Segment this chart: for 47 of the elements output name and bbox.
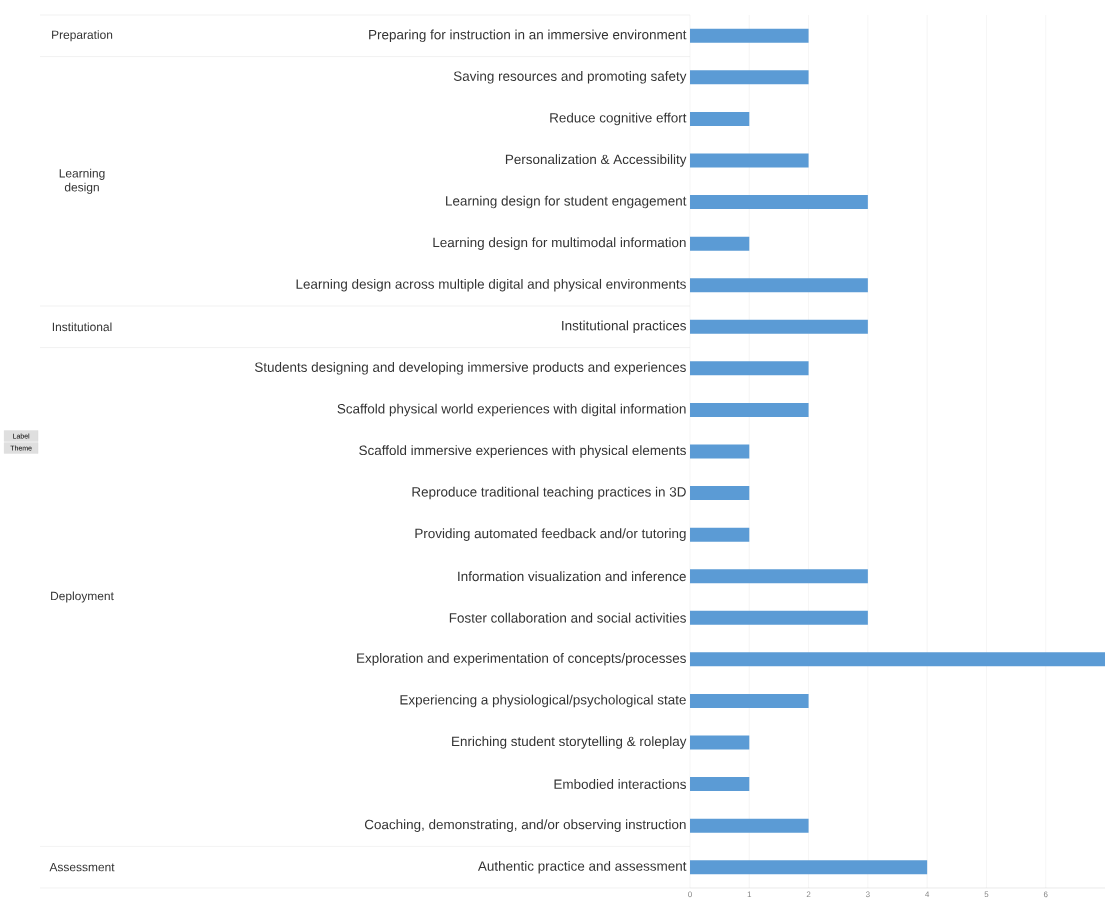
bar — [690, 735, 750, 750]
y-tick-label: Foster collaboration and social activities — [449, 612, 686, 623]
y-tick-label: Information visualization and inference — [458, 571, 686, 582]
y-tick-label: Providing automated feedback and/or tutoring — [415, 528, 686, 541]
bar — [690, 569, 868, 584]
bar — [690, 693, 809, 708]
bar — [690, 444, 750, 459]
text: Preparation — [52, 30, 113, 42]
y-tick-label: Experiencing a physiological/psychological state — [400, 694, 686, 708]
y-tick-label: Coaching, demonstrating, and/or observing instruction — [364, 819, 686, 832]
y-tick-label: Embodied interactions — [554, 779, 686, 789]
text: Institutional — [52, 322, 112, 332]
bar — [690, 860, 928, 875]
y-tick-label: Enriching student storytelling & roleplay — [452, 736, 687, 749]
bar — [690, 111, 750, 126]
bar — [690, 486, 750, 501]
y-tick-label: Scaffold physical world experiences with digital information — [337, 403, 686, 417]
text: Deployment — [51, 591, 114, 603]
y-tick-label: Exploration and experimentation of concepts/processes — [357, 653, 686, 666]
y-tick-label: Learning design across multiple digital and physical environments — [296, 278, 686, 292]
text: Learning design — [59, 168, 105, 194]
bar — [690, 278, 868, 293]
bar — [690, 777, 750, 792]
bar — [690, 652, 1106, 667]
bar — [690, 402, 809, 417]
y-tick-label: Learning design for multimodal information — [433, 237, 686, 250]
y-tick-label: Reproduce traditional teaching practices in 3D — [412, 486, 686, 500]
y-tick-label: Preparing for instruction in an immersive environment — [369, 29, 687, 43]
bar — [690, 319, 868, 334]
bar — [690, 818, 809, 833]
bar — [690, 28, 809, 43]
y-tick-label: Saving resources and promoting safety — [453, 71, 687, 84]
text: Assessment — [49, 863, 115, 872]
y-tick-label: Institutional practices — [562, 320, 686, 334]
y-tick-label: Students designing and developing immersive products and experiences — [254, 362, 686, 375]
bar — [690, 527, 750, 542]
bar — [690, 236, 750, 251]
y-tick-label: Authentic practice and assessment — [477, 860, 687, 874]
y-tick-label: Reduce cognitive effort — [550, 112, 687, 126]
bar — [690, 195, 868, 210]
y-tick-label: Scaffold immersive experiences with physical elements — [359, 445, 686, 458]
bar — [690, 361, 809, 376]
bar — [690, 153, 809, 168]
bar — [690, 610, 868, 625]
y-tick-label: Learning design for student engagement — [446, 195, 687, 209]
y-tick-label: Personalization & Accessibility — [505, 154, 687, 167]
bar — [690, 70, 809, 85]
